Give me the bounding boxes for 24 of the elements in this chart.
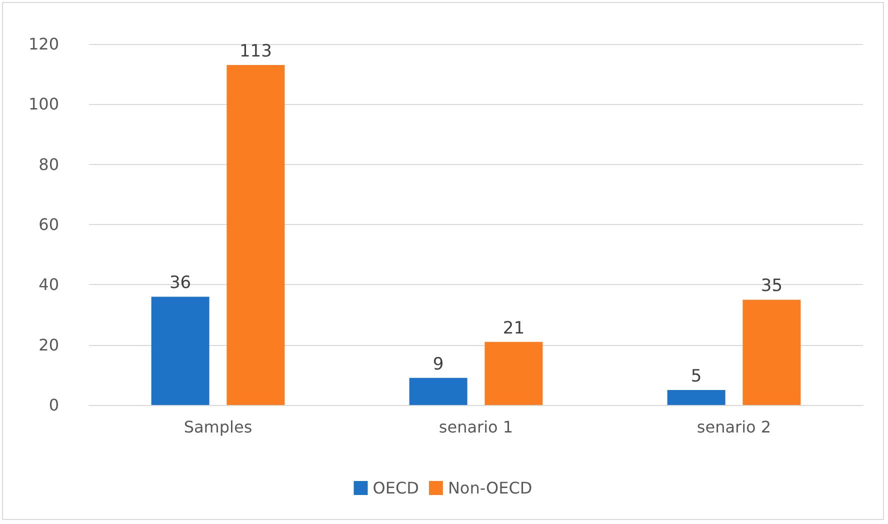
data-label: 9 xyxy=(432,354,444,374)
data-label: 5 xyxy=(690,366,702,386)
bar xyxy=(667,390,726,405)
bar xyxy=(742,300,801,405)
bar xyxy=(151,296,210,405)
y-tick-label: 100 xyxy=(28,94,59,114)
x-tick-label: Samples xyxy=(184,418,252,436)
data-label: 113 xyxy=(239,42,272,62)
y-tick-label: 20 xyxy=(38,335,59,354)
data-label: 21 xyxy=(502,318,525,338)
y-tick-label: 80 xyxy=(38,154,59,174)
y-tick-label: 120 xyxy=(28,34,59,54)
y-tick-label: 40 xyxy=(38,275,59,294)
data-label: 35 xyxy=(760,276,783,296)
y-tick-label: 0 xyxy=(48,396,59,414)
bar xyxy=(484,342,543,405)
legend-label: Non-OECD xyxy=(448,478,532,498)
x-tick-label: senario 2 xyxy=(696,418,772,436)
bar xyxy=(226,65,285,405)
legend-label: OECD xyxy=(372,478,419,498)
x-tick-label: senario 1 xyxy=(438,418,514,436)
y-tick-label: 60 xyxy=(38,215,59,234)
bar xyxy=(409,378,468,405)
data-label: 36 xyxy=(169,273,192,294)
